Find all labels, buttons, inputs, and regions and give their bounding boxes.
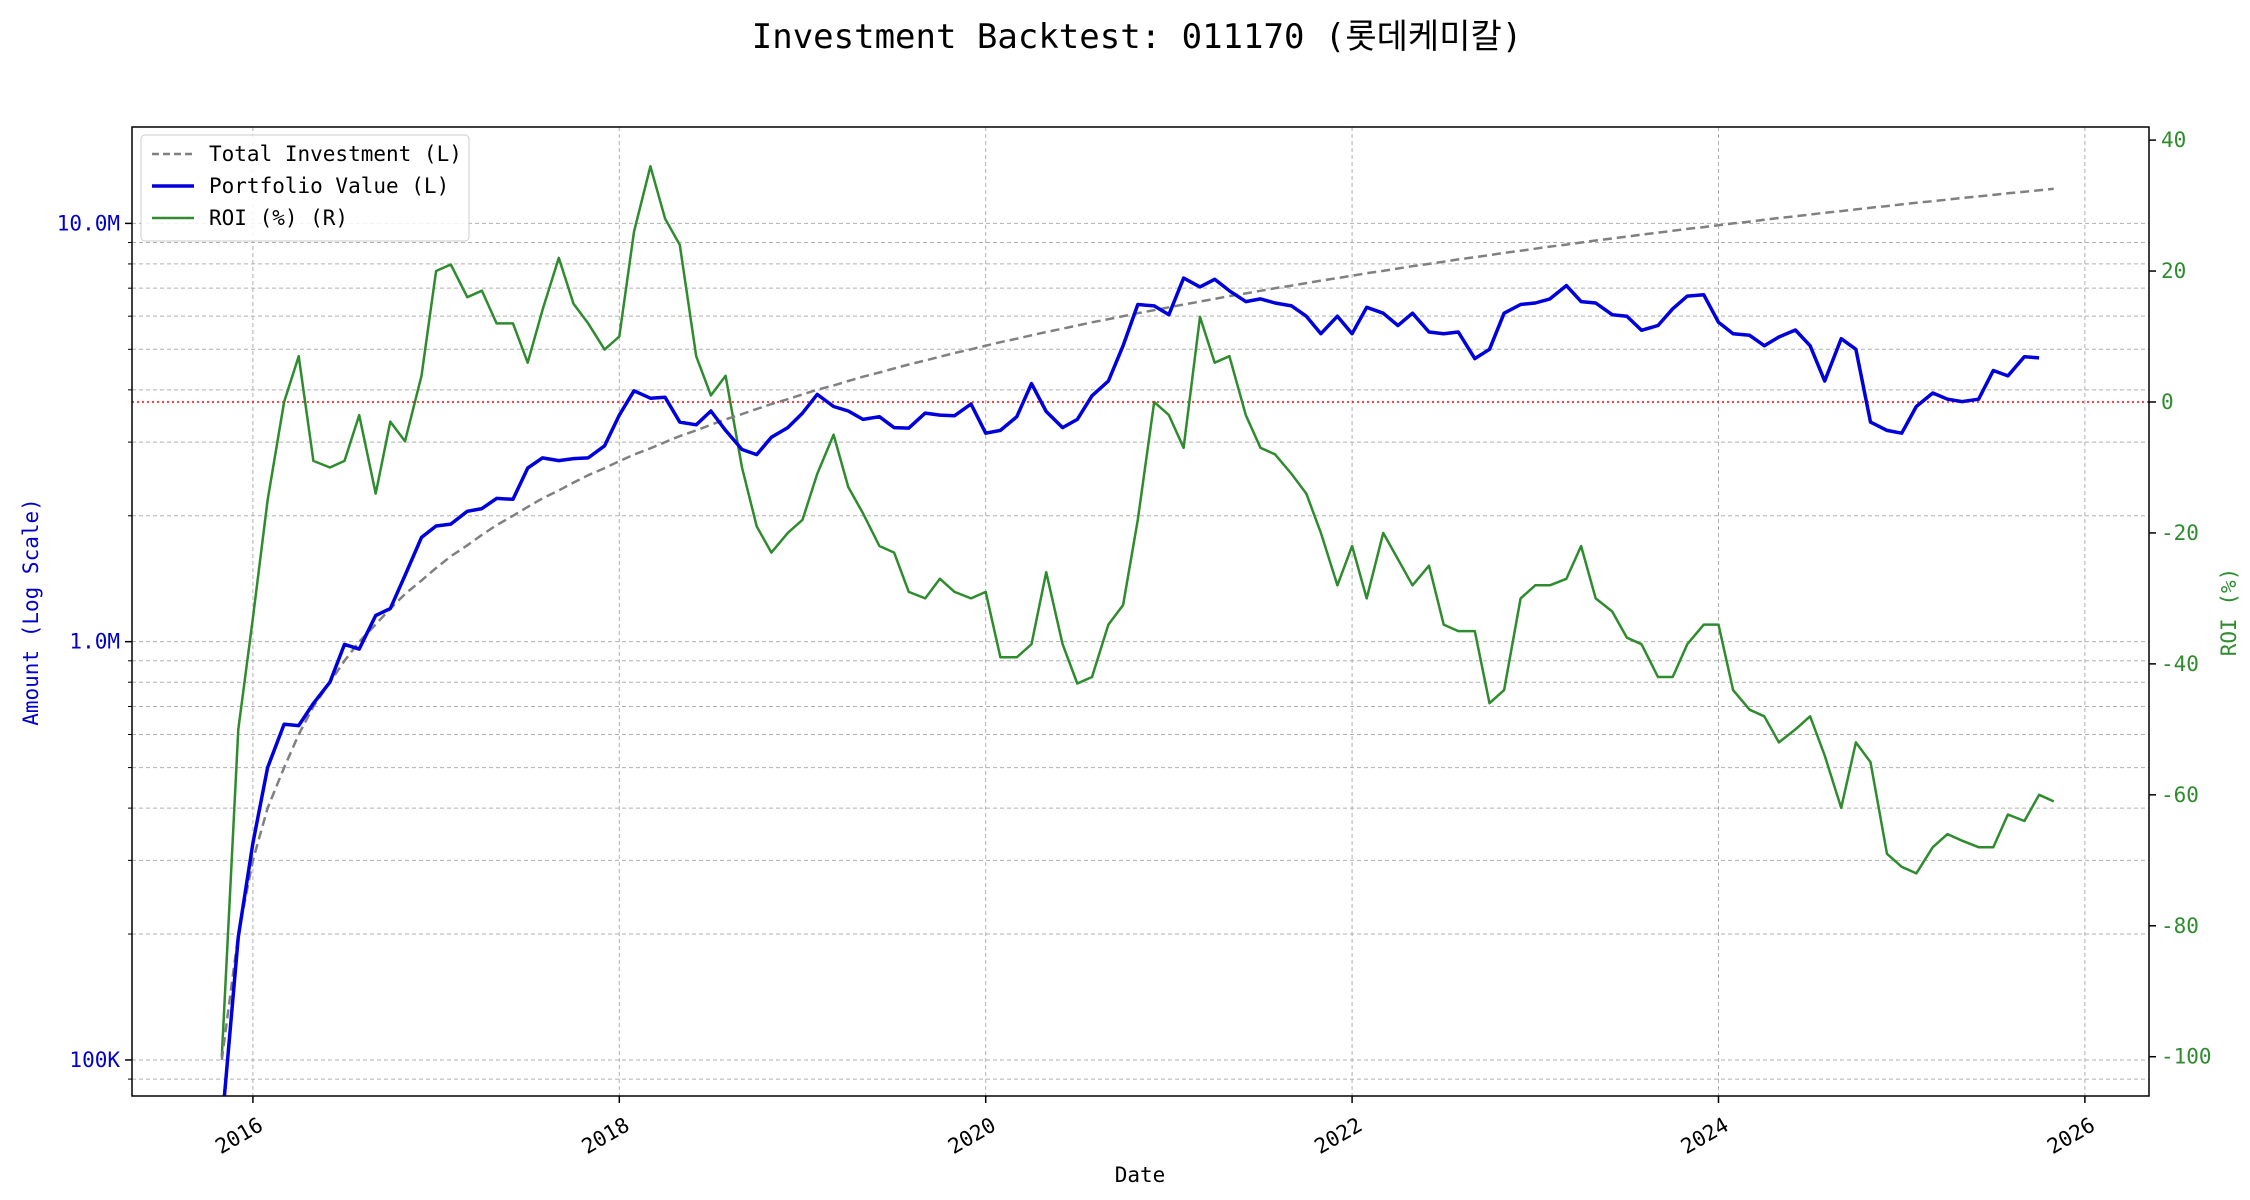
right-tick-label: -20 bbox=[2161, 521, 2199, 545]
legend-label-portfolio-value: Portfolio Value (L) bbox=[209, 174, 449, 198]
series-line-invest bbox=[220, 187, 2054, 1061]
right-axis-ticks: -100 -80 -60 -40 -20 0 20 40 bbox=[2149, 128, 2212, 1069]
legend: Total Investment (L) Portfolio Value (L)… bbox=[140, 134, 470, 242]
x-tick-label: 2020 bbox=[944, 1113, 1000, 1159]
x-tick-label: 2026 bbox=[2043, 1113, 2099, 1159]
left-axis-ticks: 100K 1.0M 10.0M bbox=[57, 211, 132, 1080]
legend-box bbox=[140, 134, 470, 242]
right-tick-label: 40 bbox=[2161, 128, 2186, 152]
x-axis-ticks: 2016 2018 2020 2022 2024 2026 bbox=[211, 1096, 2099, 1159]
series-line-roi bbox=[220, 165, 2055, 1057]
x-axis-label: Date bbox=[1115, 1163, 1166, 1187]
grid-lines bbox=[132, 127, 2149, 1096]
series-layer bbox=[220, 165, 2055, 1096]
right-tick-label: -100 bbox=[2161, 1045, 2212, 1069]
right-tick-label: 20 bbox=[2161, 259, 2186, 283]
right-tick-label: -60 bbox=[2161, 783, 2199, 807]
legend-label-roi: ROI (%) (R) bbox=[209, 206, 348, 230]
right-tick-label: 0 bbox=[2161, 390, 2174, 414]
x-tick-label: 2016 bbox=[211, 1113, 267, 1159]
right-tick-label: -80 bbox=[2161, 914, 2199, 938]
right-tick-label: -40 bbox=[2161, 652, 2199, 676]
x-tick-label: 2018 bbox=[578, 1113, 634, 1159]
x-tick-label: 2024 bbox=[1677, 1113, 1733, 1159]
left-tick-label: 1.0M bbox=[69, 630, 120, 654]
left-tick-label: 100K bbox=[69, 1048, 120, 1072]
x-tick-label: 2022 bbox=[1310, 1113, 1366, 1159]
right-axis-label: ROI (%) bbox=[2217, 568, 2241, 657]
left-tick-label: 10.0M bbox=[57, 211, 120, 235]
chart-title: Investment Backtest: 011170 (롯데케미칼) bbox=[752, 17, 1523, 57]
legend-label-total-investment: Total Investment (L) bbox=[209, 142, 462, 166]
plot-frame bbox=[131, 126, 2150, 1097]
left-axis-label: Amount (Log Scale) bbox=[19, 498, 43, 726]
series-line-portfolio bbox=[222, 276, 2040, 1096]
